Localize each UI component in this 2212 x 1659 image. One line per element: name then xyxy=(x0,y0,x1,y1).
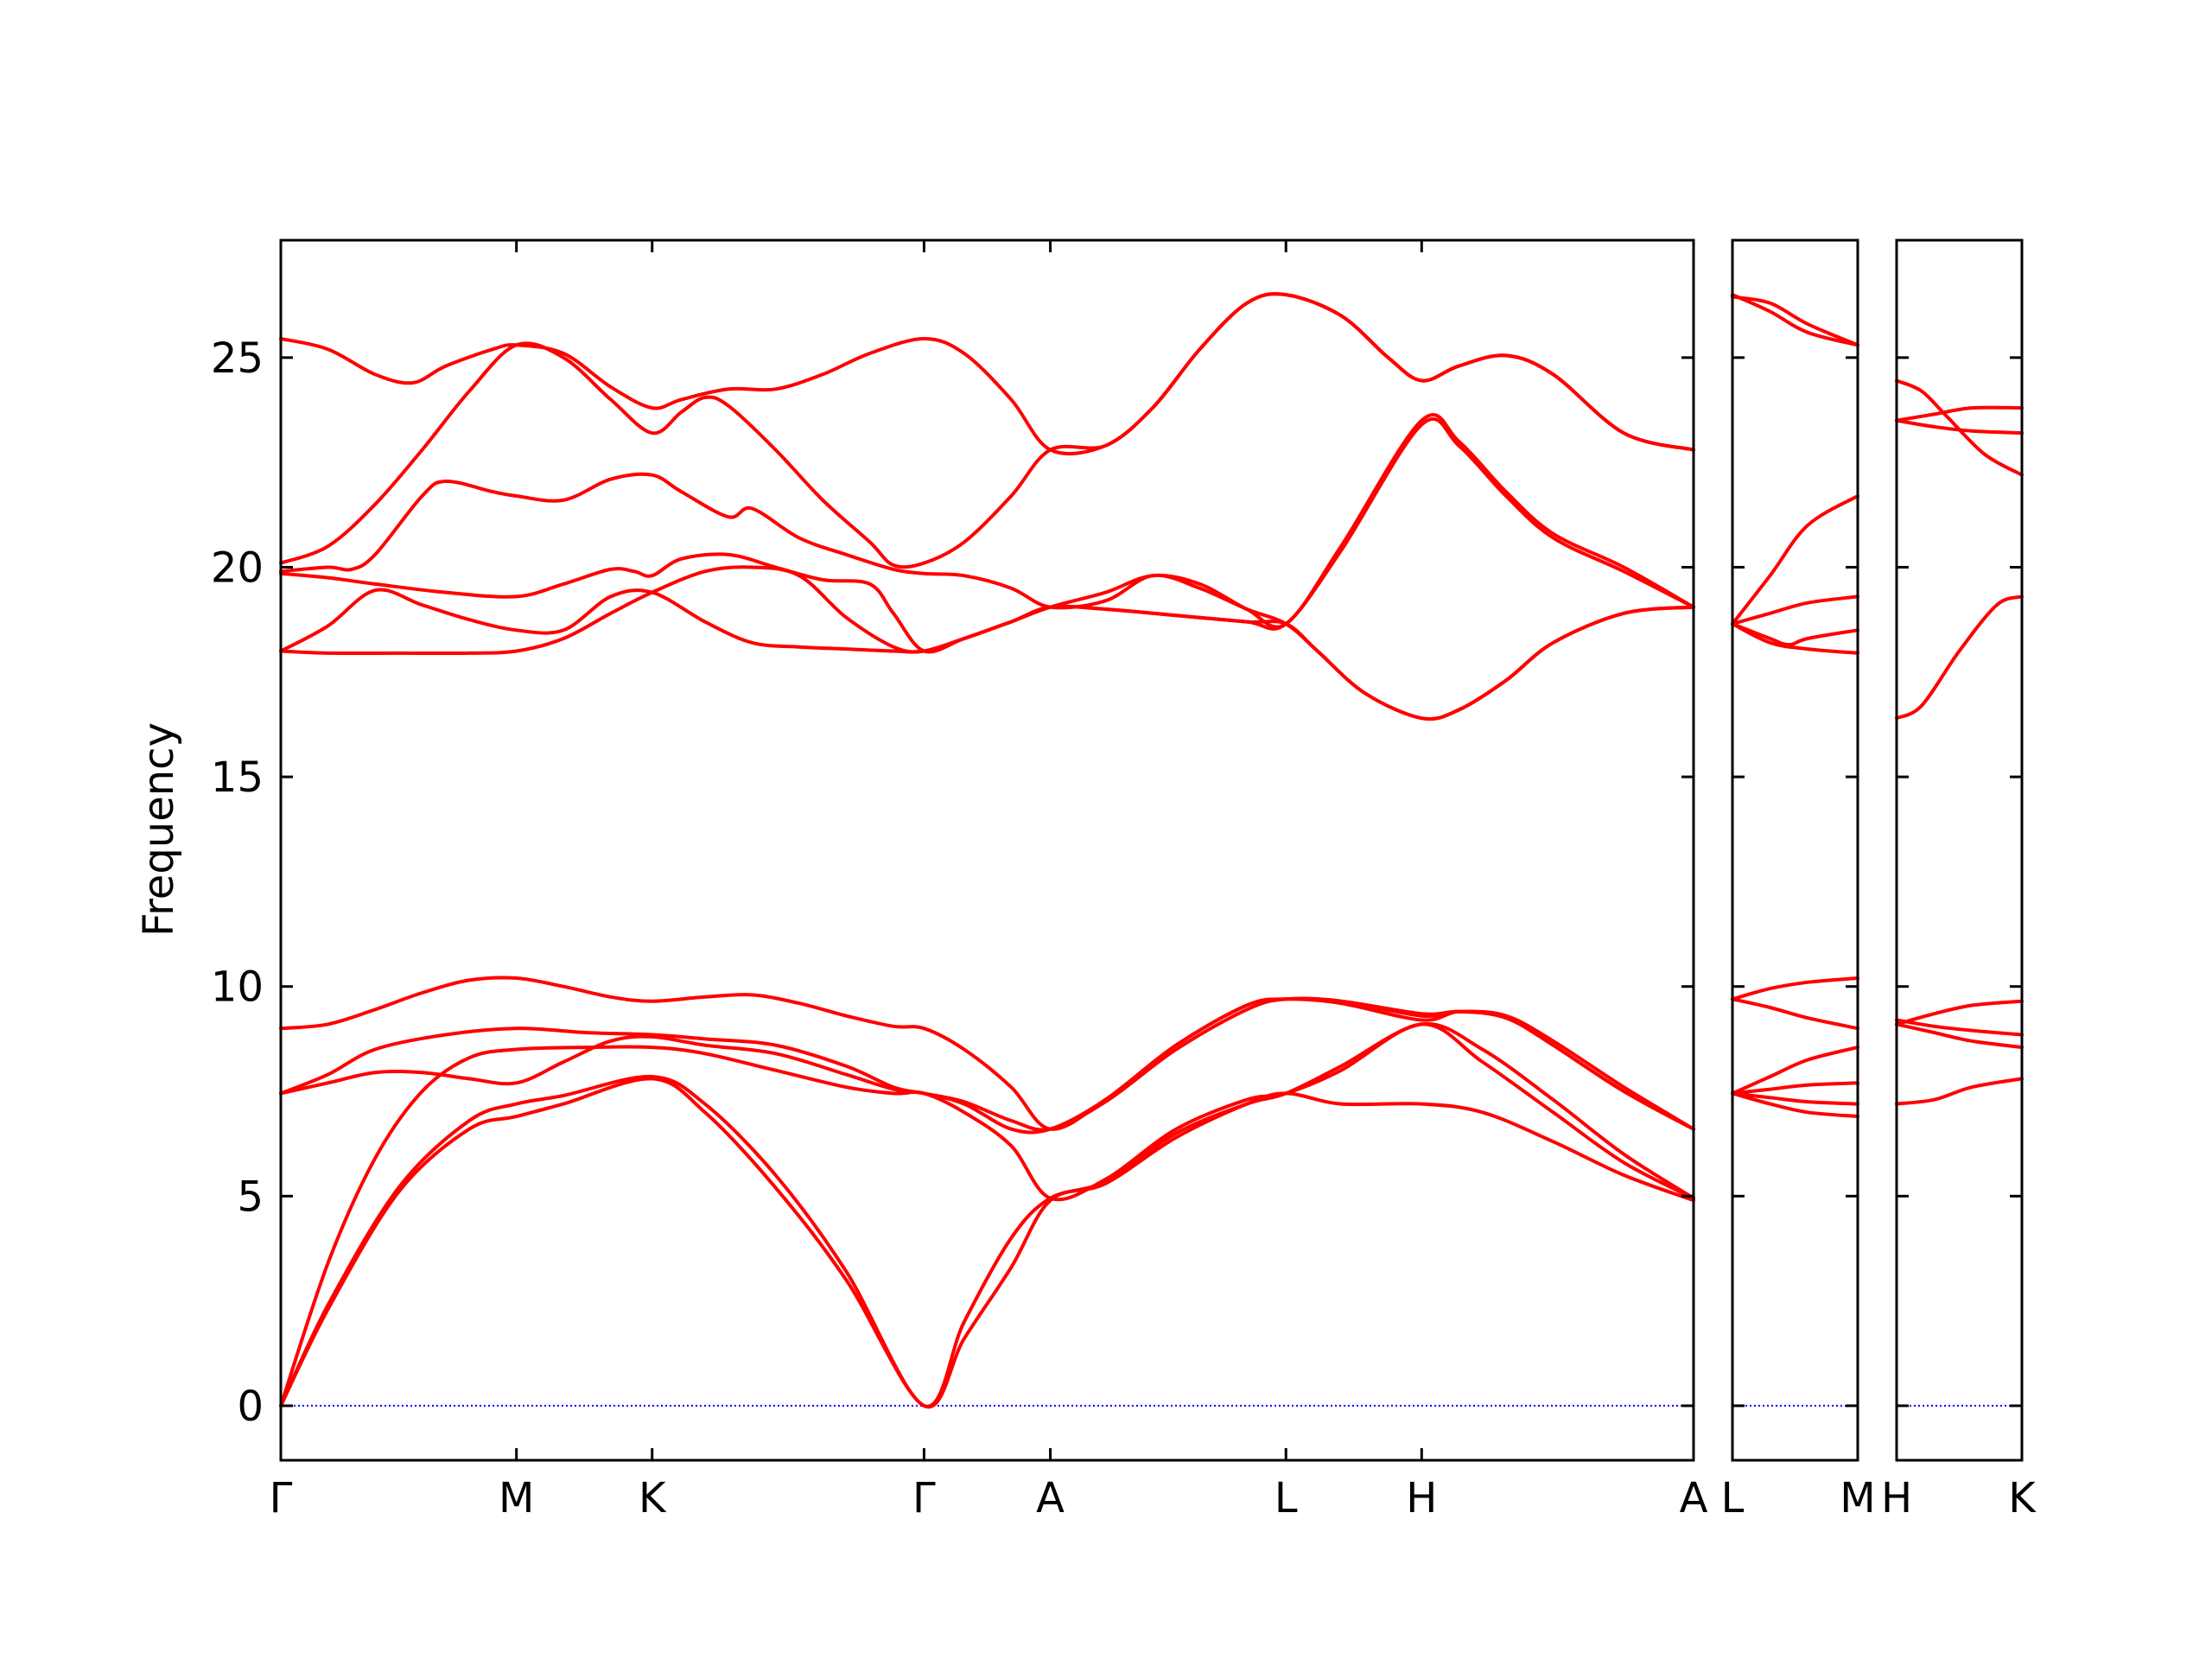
band-line-c9 xyxy=(1731,594,1859,626)
x-tick-label: L xyxy=(1721,1474,1745,1522)
band-line-d1 xyxy=(1895,1077,2024,1106)
band-line-d8 xyxy=(1895,378,2024,477)
band-line-d4 xyxy=(1895,999,2024,1027)
x-tick-label: H xyxy=(1406,1474,1437,1522)
y-tick-label: 20 xyxy=(211,543,264,592)
band-line-c11 xyxy=(1731,295,1859,347)
band-line-c4 xyxy=(1731,1046,1859,1096)
x-tick-label: M xyxy=(1840,1474,1875,1522)
x-tick-label: A xyxy=(1036,1474,1065,1522)
band-line-b9 xyxy=(279,416,1695,654)
band-line-b1 xyxy=(279,1077,1695,1409)
y-tick-label: 5 xyxy=(237,1173,264,1221)
y-tick-label: 0 xyxy=(237,1382,264,1431)
band-line-d2 xyxy=(1895,1022,2024,1050)
band-line-c6 xyxy=(1731,976,1859,1001)
x-tick-label: Γ xyxy=(270,1474,293,1522)
x-tick-label: K xyxy=(2008,1474,2037,1522)
y-tick-label: 10 xyxy=(211,963,264,1012)
y-axis-title: Frequency xyxy=(135,722,183,937)
x-tick-label: H xyxy=(1881,1474,1912,1522)
band-line-d7 xyxy=(1895,405,2024,423)
band-line-c12 xyxy=(1731,293,1859,347)
band-line-c2 xyxy=(1731,1091,1859,1106)
band-line-c7 xyxy=(1731,622,1859,655)
band-line-d6 xyxy=(1895,418,2024,435)
band-line-c3 xyxy=(1731,1081,1859,1096)
x-tick-label: K xyxy=(639,1474,667,1522)
x-tick-label: Γ xyxy=(912,1474,936,1522)
band-line-b10 xyxy=(279,472,1695,721)
x-tick-label: A xyxy=(1680,1474,1708,1522)
band-line-c10 xyxy=(1731,494,1859,626)
band-line-d5 xyxy=(1895,594,2024,721)
band-line-d3 xyxy=(1895,1018,2024,1037)
x-tick-label: M xyxy=(499,1474,534,1522)
band-line-b3 xyxy=(279,1022,1695,1408)
plot-frame xyxy=(279,238,1695,1462)
x-tick-label: L xyxy=(1274,1474,1298,1522)
y-tick-label: 15 xyxy=(211,753,264,802)
band-line-c1 xyxy=(1731,1091,1859,1119)
band-line-c8 xyxy=(1731,622,1859,647)
y-tick-label: 25 xyxy=(211,334,264,383)
plot-frame xyxy=(1895,238,2024,1462)
panel-main: Γ M K Γ A L H A 0 5 10 15 20 25 xyxy=(211,238,1708,1522)
band-line-b12 xyxy=(279,292,1695,456)
band-line-c5 xyxy=(1731,997,1859,1031)
band-line-b6 xyxy=(279,976,1695,1131)
plot-frame xyxy=(1731,238,1859,1462)
